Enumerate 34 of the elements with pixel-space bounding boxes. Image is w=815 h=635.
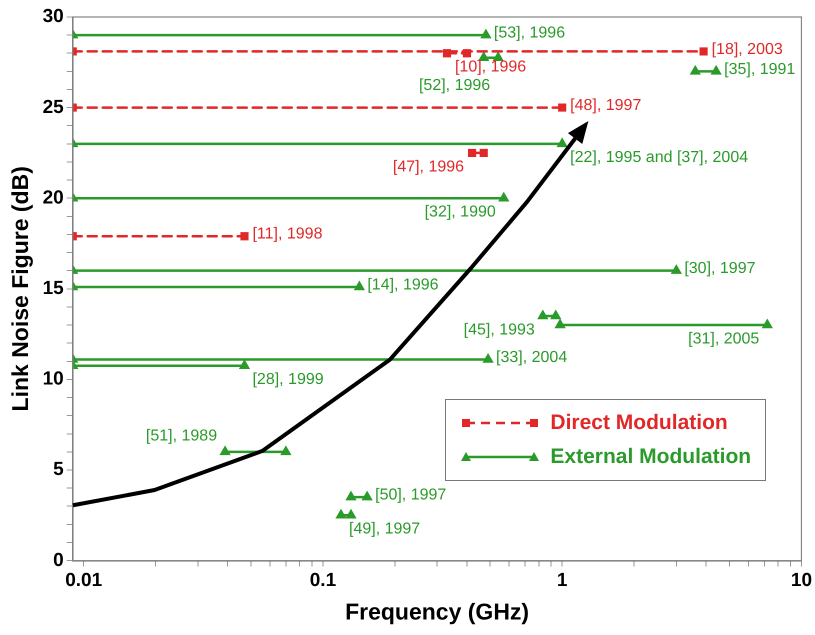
annotation: [33], 2004: [496, 348, 568, 366]
annotation: [30], 1997: [684, 260, 756, 278]
annotation: [53], 1996: [494, 24, 566, 42]
y-tick-label: 15: [42, 278, 64, 300]
annotation: [11], 1998: [252, 226, 323, 243]
x-tick-label: 0.01: [65, 570, 103, 592]
annotation: [52], 1996: [418, 77, 490, 94]
annotation: [49], 1997: [349, 520, 420, 538]
annotation: [50], 1997: [375, 486, 446, 504]
annotation: [28], 1999: [252, 371, 324, 388]
annotation: [10], 1996: [454, 58, 526, 76]
y-axis-title: Link Noise Figure (dB): [7, 166, 34, 412]
annotation: [22], 1995 and [37], 2004: [570, 149, 748, 166]
y-tick-label: 0: [53, 550, 64, 571]
x-tick-label: 0.1: [310, 570, 337, 592]
y-tick-label: 10: [42, 368, 64, 390]
x-axis-title: Frequency (GHz): [345, 598, 530, 625]
annotation: [35], 1991: [724, 60, 796, 78]
legend-label: External Modulation: [550, 444, 752, 470]
x-tick-label: 1: [556, 570, 568, 592]
annotation: [31], 2005: [688, 330, 760, 348]
annotation: [18], 2003: [712, 40, 783, 58]
annotation: [32], 1990: [424, 204, 496, 221]
annotation: [45], 1993: [464, 321, 535, 338]
y-tick-label: 30: [42, 6, 64, 28]
y-tick-label: 20: [42, 187, 64, 208]
y-tick-label: 5: [53, 459, 64, 480]
x-tick-label: 10: [790, 570, 812, 592]
annotation: [48], 1997: [570, 97, 642, 114]
legend-label: Direct Modulation: [550, 410, 728, 436]
annotation: [14], 1996: [367, 276, 439, 294]
annotation: [47], 1996: [392, 158, 464, 176]
annotation: [51], 1989: [146, 427, 218, 444]
y-tick-label: 25: [42, 96, 64, 118]
